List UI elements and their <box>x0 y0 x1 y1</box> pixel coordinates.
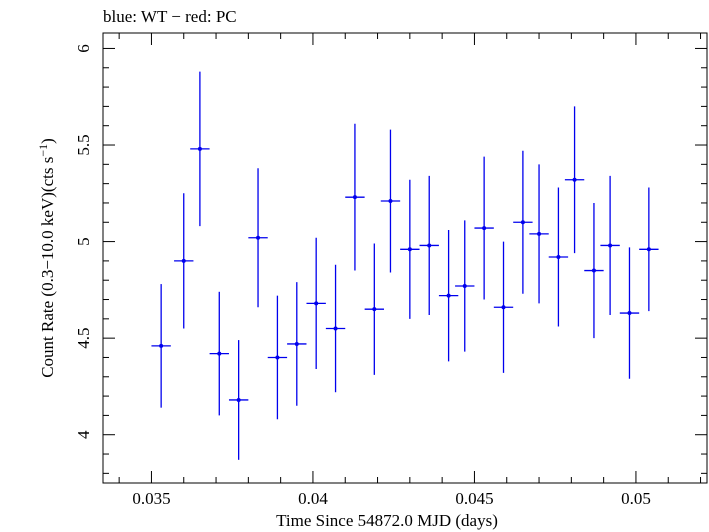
data-point <box>174 193 194 329</box>
data-point <box>228 340 249 460</box>
data-point <box>209 291 229 416</box>
point-marker <box>482 226 487 231</box>
data-point <box>325 264 346 393</box>
point-marker <box>159 343 164 348</box>
point-marker <box>646 247 651 252</box>
point-marker <box>333 326 338 331</box>
data-point <box>474 156 494 300</box>
data-point <box>190 71 210 227</box>
data-point <box>639 187 659 312</box>
data-point <box>455 220 475 352</box>
y-tick-label: 6 <box>74 44 93 53</box>
x-tick-label: 0.045 <box>455 489 493 508</box>
point-marker <box>591 268 596 273</box>
point-marker <box>294 341 299 346</box>
y-tick-label: 5.5 <box>74 134 93 155</box>
y-tick-label: 5 <box>74 237 93 246</box>
data-point <box>267 295 288 420</box>
point-marker <box>462 284 467 289</box>
point-marker <box>572 177 577 182</box>
chart-title: blue: WT − red: PC <box>103 7 237 26</box>
point-marker <box>372 307 377 312</box>
x-axis-ticks: 0.035 0.04 0.045 0.05 <box>118 33 702 508</box>
point-marker <box>608 243 613 248</box>
data-point <box>364 243 385 375</box>
data-point <box>248 168 268 308</box>
data-point <box>619 247 640 379</box>
data-point <box>529 164 549 304</box>
data-point <box>306 237 326 370</box>
x-tick-label: 0.04 <box>298 489 328 508</box>
data-point <box>400 179 420 319</box>
point-marker <box>314 301 319 306</box>
point-marker <box>501 305 506 310</box>
point-marker <box>197 146 202 151</box>
data-point <box>380 129 401 273</box>
point-marker <box>446 293 451 298</box>
point-marker <box>181 258 186 263</box>
data-point <box>584 202 604 339</box>
point-marker <box>352 195 357 200</box>
data-point <box>151 284 171 408</box>
y-tick-label: 4 <box>74 430 93 439</box>
point-marker <box>427 243 432 248</box>
point-marker <box>236 397 241 402</box>
plot-frame <box>102 32 708 484</box>
x-tick-label: 0.035 <box>132 489 170 508</box>
data-point <box>438 229 459 362</box>
data-point <box>564 106 585 254</box>
y-axis-label-end: ) <box>38 138 57 144</box>
point-marker <box>520 220 525 225</box>
data-point <box>287 282 307 406</box>
point-marker <box>556 255 561 260</box>
data-point <box>493 241 514 373</box>
data-point <box>513 150 533 294</box>
data-point <box>548 187 569 327</box>
data-point <box>600 175 620 315</box>
x-axis-label: Time Since 54872.0 MJD (days) <box>276 511 498 530</box>
y-axis-label: Count Rate (0.3−10.0 keV)(cts s−1) <box>36 138 57 378</box>
y-axis-label-sup: −1 <box>36 144 50 157</box>
y-axis-ticks: 4 4.5 5 5.5 6 <box>74 44 707 474</box>
y-axis-label-main: Count Rate (0.3−10.0 keV)(cts s <box>38 157 57 378</box>
data-point <box>419 175 439 315</box>
point-marker <box>388 199 393 204</box>
point-marker <box>407 247 412 252</box>
point-marker <box>627 311 632 316</box>
data-series <box>151 71 659 460</box>
point-marker <box>275 355 280 360</box>
point-marker <box>217 351 222 356</box>
point-marker <box>537 231 542 236</box>
data-point <box>345 123 365 271</box>
point-marker <box>256 235 261 240</box>
x-tick-label: 0.05 <box>621 489 651 508</box>
y-tick-label: 4.5 <box>74 328 93 349</box>
